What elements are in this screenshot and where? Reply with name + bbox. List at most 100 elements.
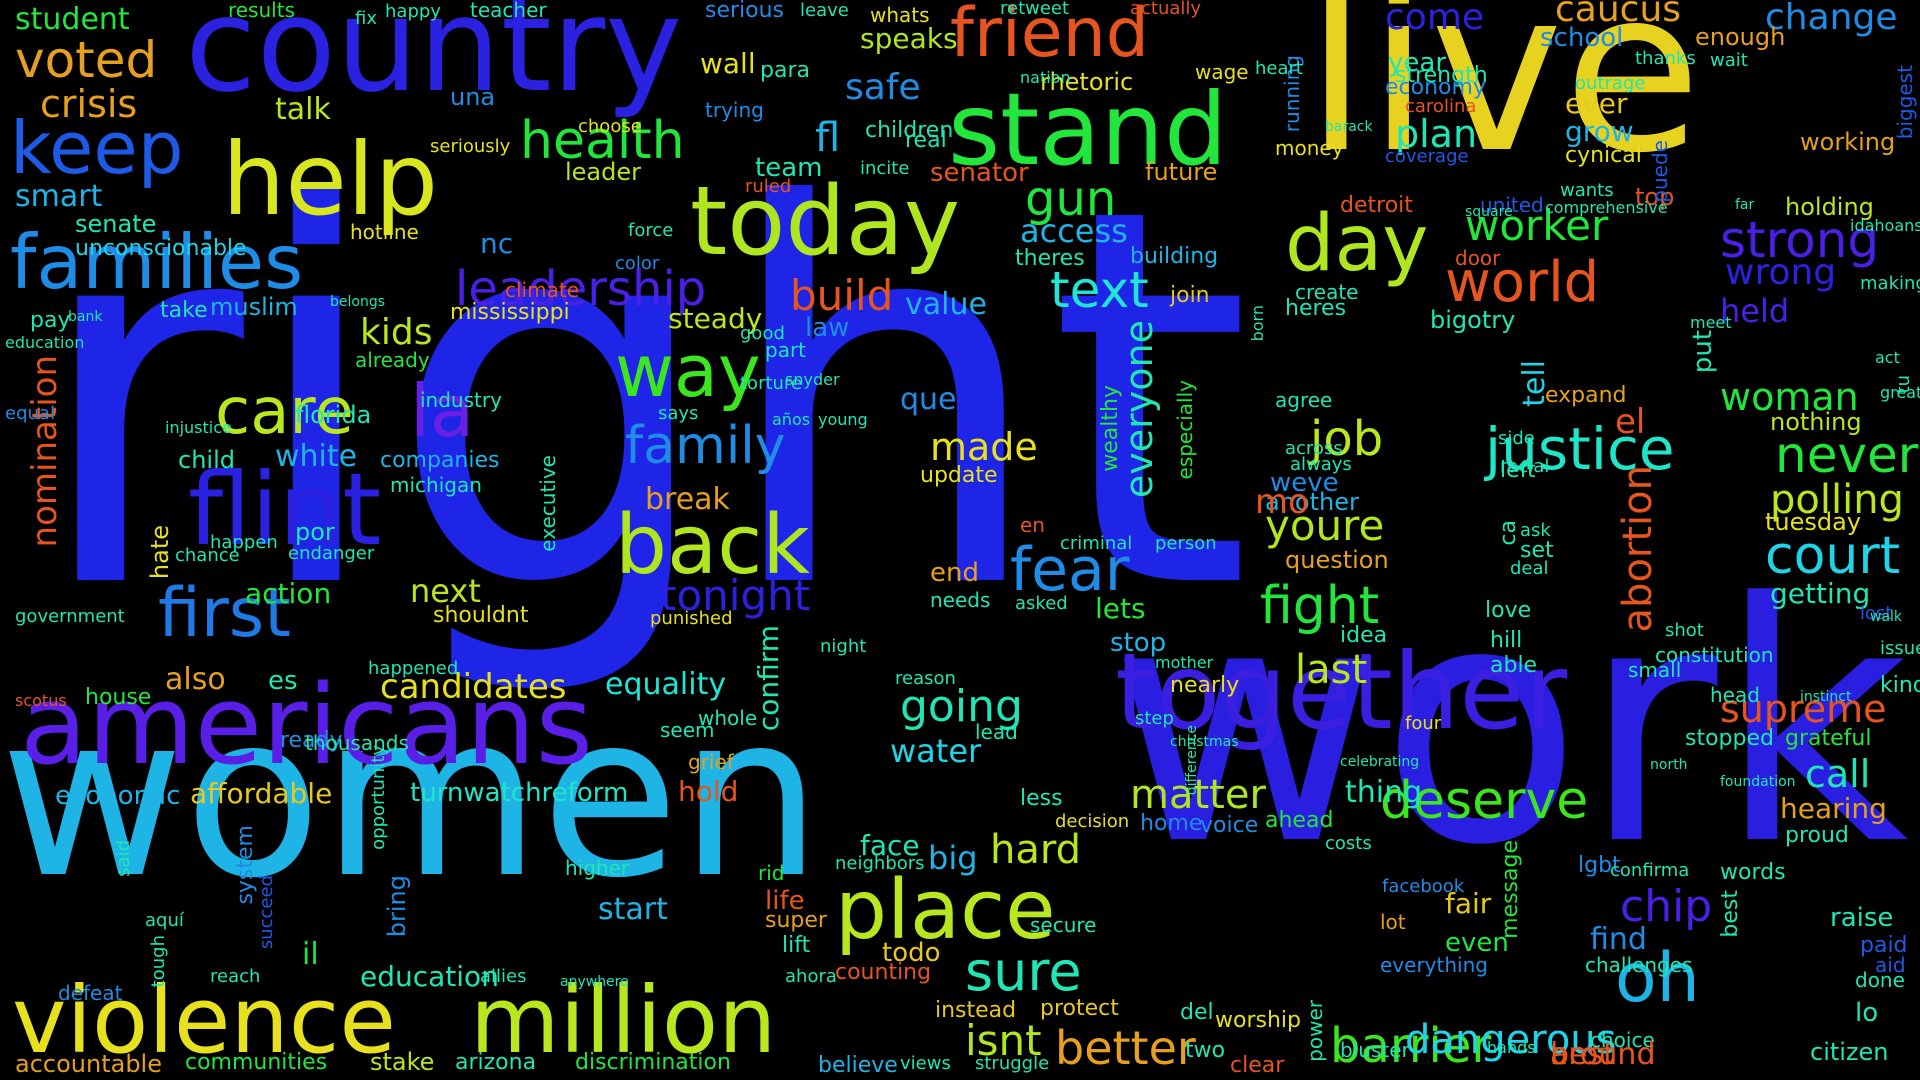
word: wealthy xyxy=(1098,385,1123,472)
word: action xyxy=(245,577,332,610)
word: woman xyxy=(1720,375,1859,419)
word: able xyxy=(1490,653,1538,678)
word: mother xyxy=(1155,653,1214,672)
word: equality xyxy=(605,667,727,702)
word: happened xyxy=(368,658,459,679)
word: right xyxy=(30,97,1252,703)
word: held xyxy=(1720,292,1790,330)
word: weve xyxy=(1270,468,1339,498)
word: industry xyxy=(420,388,502,412)
word: steady xyxy=(668,302,763,335)
word: results xyxy=(228,0,296,22)
word: proud xyxy=(1785,823,1849,848)
word: accountable xyxy=(15,1050,162,1078)
word: facebook xyxy=(1382,876,1465,897)
word: build xyxy=(790,271,894,320)
word: una xyxy=(450,83,496,111)
word: actually xyxy=(1130,0,1202,19)
word: end xyxy=(930,558,979,588)
word: ahead xyxy=(1265,808,1334,833)
word: muslim xyxy=(210,293,298,321)
word: agree xyxy=(1275,388,1333,412)
word: lost xyxy=(1860,603,1893,624)
word: thanks xyxy=(1635,48,1696,69)
word: working xyxy=(1800,128,1896,156)
word: law xyxy=(805,313,850,343)
word: expand xyxy=(1545,383,1627,408)
word: abortion xyxy=(1615,465,1661,633)
word: going xyxy=(900,681,1023,732)
word: live xyxy=(1305,0,1702,203)
word: mississippi xyxy=(450,300,570,325)
word: strong xyxy=(1720,211,1880,269)
word: create xyxy=(1295,280,1359,304)
word: keep xyxy=(10,106,184,190)
word: join xyxy=(1170,283,1210,308)
word: instead xyxy=(935,998,1017,1023)
word: el xyxy=(1615,402,1646,442)
word: step xyxy=(1135,708,1174,729)
word: carolina xyxy=(1405,96,1477,117)
word: words xyxy=(1720,860,1786,885)
word: families xyxy=(10,218,304,306)
word: unconscionable xyxy=(75,236,247,261)
word: por xyxy=(295,518,335,546)
word: hate xyxy=(146,525,174,580)
word: higher xyxy=(565,856,630,880)
word: left xyxy=(1500,458,1536,483)
word: christmas xyxy=(1170,734,1239,750)
word: hold xyxy=(678,775,739,808)
word: leave xyxy=(800,0,849,21)
word: leadership xyxy=(455,261,707,317)
word: also xyxy=(165,662,226,697)
word: ask xyxy=(1520,520,1551,541)
word: raise xyxy=(1830,903,1894,933)
word: year xyxy=(1388,48,1447,78)
word: another xyxy=(1265,488,1359,516)
word: outrage xyxy=(1575,73,1646,94)
word: meet xyxy=(1690,313,1732,332)
word: worship xyxy=(1215,1008,1301,1033)
word: break xyxy=(645,482,730,517)
word: paid xyxy=(1860,933,1908,958)
word: arizona xyxy=(455,1050,537,1075)
word: wait xyxy=(1710,50,1748,71)
word: grateful xyxy=(1785,726,1872,751)
word: greatest xyxy=(1880,383,1920,402)
word: equal xyxy=(5,403,55,424)
word: citizen xyxy=(1810,1038,1889,1066)
word: ca xyxy=(1496,520,1521,546)
word: protect xyxy=(1040,996,1119,1021)
word: leader xyxy=(565,158,642,186)
word: barrier xyxy=(1330,1018,1492,1074)
word: head xyxy=(1710,683,1760,707)
word: chip xyxy=(1620,881,1713,932)
word: find xyxy=(1590,922,1647,957)
word: pay xyxy=(30,308,71,333)
word: trying xyxy=(705,98,764,122)
word: talk xyxy=(275,92,331,127)
word: needs xyxy=(930,588,991,612)
word: kids xyxy=(360,312,433,353)
word: water xyxy=(890,732,982,770)
word: thing xyxy=(1345,775,1423,810)
word: supreme xyxy=(1720,687,1887,731)
word: mo xyxy=(1255,482,1309,522)
word: color xyxy=(615,253,660,274)
word: michigan xyxy=(390,473,482,497)
word: getting xyxy=(1770,577,1871,610)
word: act xyxy=(1875,348,1900,367)
word: decision xyxy=(1055,811,1130,832)
word: discrimination xyxy=(575,1050,731,1075)
word: es xyxy=(268,666,298,696)
word: para xyxy=(760,58,810,83)
word: back xyxy=(615,498,810,593)
word: top xyxy=(1635,183,1675,211)
word: heart xyxy=(1255,58,1303,79)
word: ahora xyxy=(785,966,837,987)
word: economic xyxy=(55,781,181,811)
word: heres xyxy=(1285,296,1347,321)
word: flint xyxy=(188,451,382,568)
word: world xyxy=(1445,250,1600,315)
word: scotus xyxy=(15,691,67,710)
